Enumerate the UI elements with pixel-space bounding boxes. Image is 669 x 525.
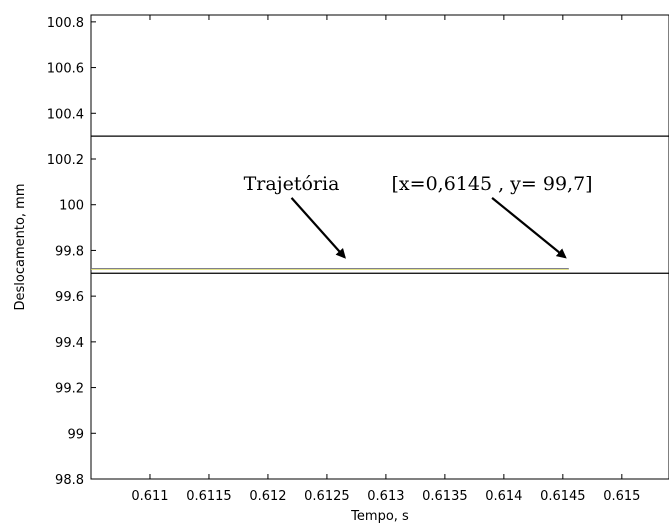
annotation-arrow [290, 197, 346, 259]
y-tick-label: 98.8 [55, 473, 84, 488]
x-tick-label: 0.613 [367, 489, 404, 504]
y-tick-label: 100.2 [47, 153, 84, 168]
y-tick-label: 99 [67, 427, 84, 442]
x-axis-label: Tempo, s [350, 509, 409, 524]
y-tick-label: 100.8 [47, 16, 84, 31]
series-lines [91, 135, 669, 274]
y-tick-label: 100.4 [47, 107, 84, 122]
y-tick-label: 100 [59, 199, 84, 214]
x-tick-label: 0.612 [249, 489, 286, 504]
x-tick-label: 0.6135 [422, 489, 468, 504]
annotations: Trajetória [x=0,6145 , y= 99,7] [244, 173, 593, 259]
y-tick-label: 100.6 [47, 62, 84, 77]
plot-area [90, 14, 669, 480]
y-tick-label: 99.8 [55, 244, 84, 259]
x-tick-label: 0.6125 [304, 489, 350, 504]
x-tick-label: 0.6115 [186, 489, 232, 504]
y-tick-label: 99.2 [55, 382, 84, 397]
y-axis-label: Deslocamento, mm [13, 183, 28, 310]
annotation-label: [x=0,6145 , y= 99,7] [392, 173, 593, 195]
x-tick-label: 0.611 [131, 489, 168, 504]
x-tick-label: 0.6145 [540, 489, 586, 504]
y-tick-label: 99.6 [55, 290, 84, 305]
x-tick-label: 0.615 [603, 489, 640, 504]
annotation-arrow [491, 197, 567, 259]
annotation-label: Trajetória [244, 173, 340, 195]
ticks: 0.611 0.6115 0.612 0.6125 0.613 0.6135 0.614 0.… [47, 15, 640, 504]
x-tick-label: 0.614 [485, 489, 522, 504]
y-tick-label: 99.4 [55, 336, 84, 351]
